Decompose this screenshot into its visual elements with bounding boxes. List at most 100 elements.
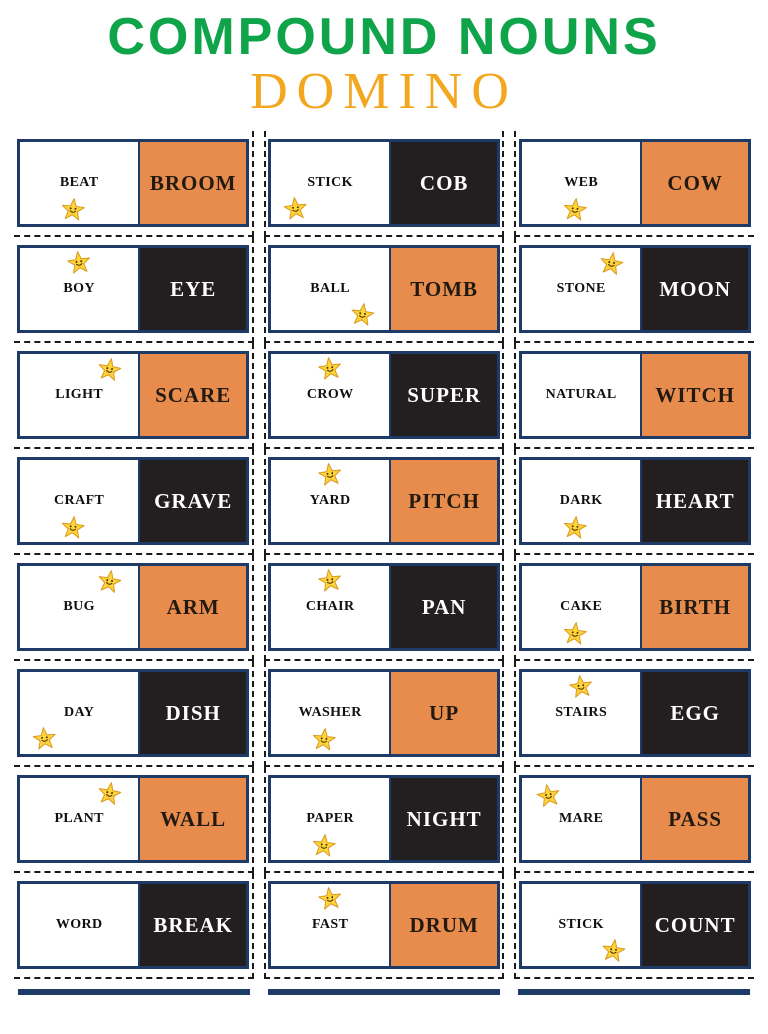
domino-right-word: SCARE — [155, 382, 232, 407]
domino-cell: LIGHT SCARE — [14, 343, 254, 450]
domino-right-word: MOON — [659, 276, 731, 301]
domino-right-word: PASS — [668, 806, 723, 831]
smiley-star-icon — [60, 196, 87, 223]
smiley-star-icon — [597, 249, 626, 278]
domino-left-half: WORD — [20, 884, 141, 967]
domino-left-word: PLANT — [54, 811, 104, 827]
domino-cell: BEAT BROOM — [14, 131, 254, 238]
domino-right-word: BROOM — [149, 170, 237, 195]
domino: STAIRS EGG — [519, 669, 751, 758]
domino-right-half: BREAK — [140, 884, 246, 967]
domino: STICK COB — [268, 139, 500, 228]
smiley-star-icon — [95, 779, 124, 808]
domino-cell: BALL TOMB — [264, 237, 504, 344]
smiley-star-icon — [562, 620, 589, 647]
domino: PAPER NIGHT — [268, 775, 500, 864]
domino-right-half: GRAVE — [140, 460, 246, 543]
domino-cell: STICK COUNT — [514, 873, 754, 980]
domino-right-half: HEART — [642, 460, 748, 543]
domino-right-word: BREAK — [153, 912, 234, 937]
domino-right-half: EYE — [140, 248, 246, 331]
domino-cell: NATURAL WITCH — [514, 343, 754, 450]
domino: PLANT WALL — [17, 775, 249, 864]
smiley-star-icon — [316, 885, 344, 913]
domino-left-word: CHAIR — [305, 599, 355, 615]
domino-left-half: BUG — [20, 566, 141, 649]
domino-right-half: BIRTH — [642, 566, 748, 649]
domino-right-half: MOON — [642, 248, 748, 331]
domino-right-word: PAN — [421, 594, 467, 619]
domino-left-half: WASHER — [271, 672, 392, 755]
domino-left-half: YARD — [271, 460, 392, 543]
smiley-star-icon — [65, 249, 93, 277]
domino-grid: BEAT BROOM STICK COB WEB COW BOY EYE BALL TOMB STO… — [0, 131, 768, 980]
domino-cell: PLANT WALL — [14, 767, 254, 874]
domino-right-word: COB — [419, 170, 469, 195]
domino-left-word: CRAFT — [54, 493, 105, 509]
domino-right-word: TOMB — [410, 276, 479, 301]
cutoff-domino-top-border — [518, 989, 750, 996]
domino-left-word: MARE — [558, 811, 604, 827]
domino-cell: CRAFT GRAVE — [14, 449, 254, 556]
domino-right-word: WALL — [160, 806, 227, 831]
smiley-star-icon — [316, 567, 344, 595]
domino-right-word: EGG — [670, 700, 721, 725]
domino-left-half: LIGHT — [20, 354, 141, 437]
cutoff-domino-top-border — [18, 989, 250, 996]
domino-left-word: BEAT — [59, 175, 99, 191]
domino-left-word: PAPER — [306, 811, 354, 827]
smiley-star-icon — [282, 195, 309, 222]
domino-left-word: WEB — [564, 175, 599, 191]
domino-cell: DARK HEART — [514, 449, 754, 556]
domino-left-word: BALL — [310, 281, 351, 297]
smiley-star-icon — [31, 725, 58, 752]
domino-cell: WASHER UP — [264, 661, 504, 768]
domino-left-word: BOY — [63, 281, 95, 297]
domino-left-half: BEAT — [20, 142, 141, 225]
domino-right-word: GRAVE — [154, 488, 233, 513]
domino-right-half: UP — [391, 672, 497, 755]
domino-left-word: CAKE — [560, 599, 603, 615]
domino-right-half: SCARE — [140, 354, 246, 437]
domino-right-word: NIGHT — [406, 806, 482, 831]
cutoff-domino-row — [0, 989, 768, 996]
domino-right-half: TOMB — [391, 248, 497, 331]
domino-left-half: CRAFT — [20, 460, 141, 543]
smiley-star-icon — [562, 514, 589, 541]
domino-right-word: COUNT — [654, 912, 736, 937]
domino-left-half: CAKE — [522, 566, 643, 649]
smiley-star-icon — [600, 937, 628, 965]
domino-right-half: PAN — [391, 566, 497, 649]
domino-right-half: SUPER — [391, 354, 497, 437]
domino-right-word: COW — [667, 170, 723, 195]
domino-right-half: NIGHT — [391, 778, 497, 861]
domino: CHAIR PAN — [268, 563, 500, 652]
domino-left-half: STONE — [522, 248, 643, 331]
domino: CROW SUPER — [268, 351, 500, 440]
domino-right-half: EGG — [642, 672, 748, 755]
domino-left-half: DAY — [20, 672, 141, 755]
smiley-star-icon — [316, 355, 344, 383]
domino-right-half: COUNT — [642, 884, 748, 967]
domino-left-word: CROW — [306, 387, 354, 403]
domino: DAY DISH — [17, 669, 249, 758]
domino-right-word: UP — [429, 700, 460, 725]
domino: LIGHT SCARE — [17, 351, 249, 440]
smiley-star-icon — [311, 726, 338, 753]
domino-left-word: DAY — [64, 705, 95, 721]
domino-left-word: STAIRS — [555, 705, 608, 721]
smiley-star-icon — [60, 514, 87, 541]
domino-left-word: STICK — [307, 175, 353, 191]
domino-right-half: WALL — [140, 778, 246, 861]
domino-left-half: STICK — [271, 142, 392, 225]
domino-right-half: WITCH — [642, 354, 748, 437]
domino-left-half: BALL — [271, 248, 392, 331]
domino-right-word: DISH — [165, 700, 221, 725]
domino-cell: BOY EYE — [14, 237, 254, 344]
domino-right-word: BIRTH — [659, 594, 732, 619]
domino-cell: STICK COB — [264, 131, 504, 238]
domino: WORD BREAK — [17, 881, 249, 970]
domino-left-word: STICK — [558, 917, 604, 933]
domino-cell: CROW SUPER — [264, 343, 504, 450]
domino-left-word: STONE — [556, 281, 606, 297]
